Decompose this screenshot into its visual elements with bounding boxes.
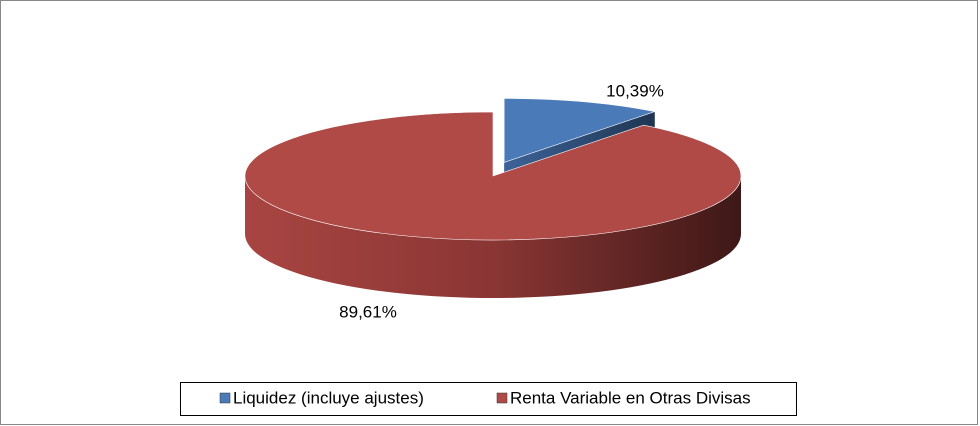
- slice: [244, 111, 742, 241]
- legend-label: Liquidez (incluye ajustes): [233, 388, 424, 407]
- legend-swatch: [496, 392, 508, 404]
- legend-box: [180, 382, 797, 416]
- legend-label: Renta Variable en Otras Divisas: [510, 388, 751, 407]
- slice-side: [245, 176, 741, 298]
- data-label: 10,39%: [606, 81, 664, 100]
- data-label: 89,61%: [339, 302, 397, 321]
- slice: [503, 98, 656, 163]
- legend-swatch: [219, 392, 231, 404]
